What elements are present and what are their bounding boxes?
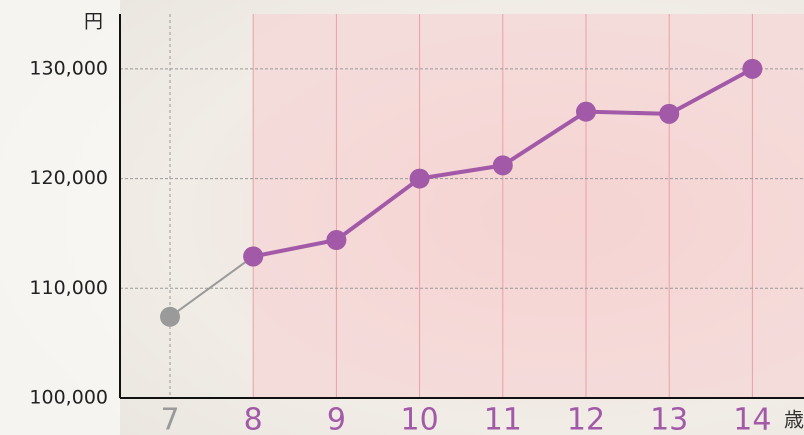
y-tick-label: 120,000 xyxy=(29,167,108,189)
x-tick-label: 12 xyxy=(567,403,605,435)
x-tick-label: 10 xyxy=(401,403,439,435)
x-tick-label: 9 xyxy=(327,403,346,435)
data-point xyxy=(493,155,513,175)
data-point xyxy=(742,59,762,79)
y-tick-label: 110,000 xyxy=(29,277,108,299)
data-point xyxy=(160,307,180,327)
highlight-region xyxy=(253,14,804,398)
x-tick-label: 13 xyxy=(650,403,688,435)
data-point xyxy=(576,102,596,122)
y-axis-unit: 円 xyxy=(84,11,103,33)
data-point xyxy=(326,230,346,250)
x-tick-label: 11 xyxy=(484,403,522,435)
x-axis-unit: 歳 xyxy=(784,408,804,432)
x-tick-label: 8 xyxy=(244,403,263,435)
x-tick-label: 7 xyxy=(160,403,179,435)
data-point xyxy=(410,169,430,189)
y-tick-label: 130,000 xyxy=(29,57,108,79)
y-tick-label: 100,000 xyxy=(29,387,108,409)
data-point xyxy=(243,246,263,266)
data-point xyxy=(659,104,679,124)
page: {"chart_data": {"type": "line", "y_label… xyxy=(0,0,804,435)
x-tick-label: 14 xyxy=(733,403,771,435)
chart: 100,000 110,000 120,000 130,000 7 8 9 10 11 12 13 1… xyxy=(0,0,804,435)
